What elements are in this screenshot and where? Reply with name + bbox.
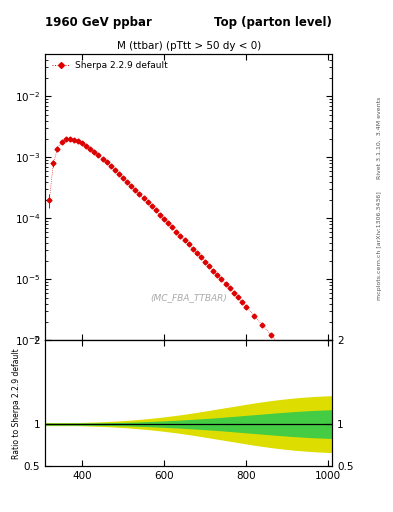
Y-axis label: Ratio to Sherpa 2.2.9 default: Ratio to Sherpa 2.2.9 default xyxy=(12,348,21,459)
Text: 1960 GeV ppbar: 1960 GeV ppbar xyxy=(45,15,152,29)
Text: Top (parton level): Top (parton level) xyxy=(214,15,332,29)
Legend: Sherpa 2.2.9 default: Sherpa 2.2.9 default xyxy=(50,58,171,73)
Text: (MC_FBA_TTBAR): (MC_FBA_TTBAR) xyxy=(150,293,227,302)
Text: M (ttbar) (pTtt > 50 dy < 0): M (ttbar) (pTtt > 50 dy < 0) xyxy=(116,41,261,51)
Text: Rivet 3.1.10,  3.4M events: Rivet 3.1.10, 3.4M events xyxy=(377,97,382,179)
Text: mcplots.cern.ch [arXiv:1306.3436]: mcplots.cern.ch [arXiv:1306.3436] xyxy=(377,191,382,300)
